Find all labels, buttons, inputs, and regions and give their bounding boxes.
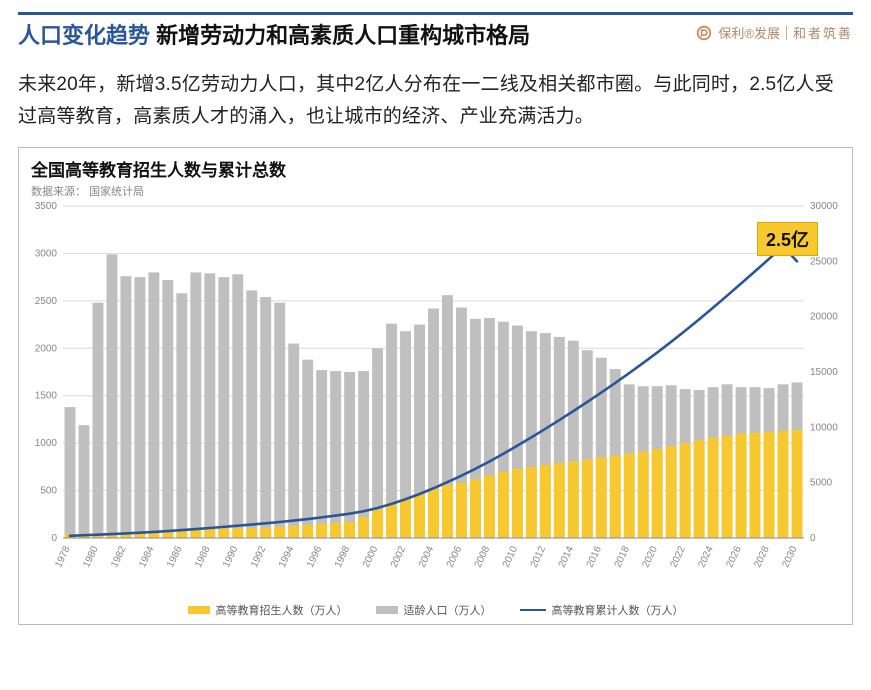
svg-text:2020: 2020	[641, 545, 661, 570]
svg-text:2012: 2012	[529, 545, 549, 570]
svg-text:25000: 25000	[810, 257, 838, 268]
svg-text:2002: 2002	[389, 545, 409, 570]
svg-text:2024: 2024	[696, 545, 716, 570]
svg-text:2030: 2030	[780, 545, 800, 570]
brand-text-2: 和者筑善	[793, 23, 853, 42]
chart-callout-text: 2.5亿	[766, 230, 809, 250]
chart-legend: 高等教育招生人数（万人） 适龄人口（万人） 高等教育累计人数（万人）	[19, 602, 852, 618]
svg-text:1984: 1984	[137, 545, 157, 570]
svg-text:2016: 2016	[585, 545, 605, 570]
title-main: 新增劳动力和高素质人口重构城市格局	[156, 23, 530, 48]
legend-swatch-enrollment	[188, 606, 210, 614]
svg-text:2006: 2006	[445, 545, 465, 570]
chart-title: 全国高等教育招生人数与累计总数	[19, 148, 852, 181]
svg-text:1996: 1996	[305, 545, 325, 570]
brand-text-1: 保利®发展	[718, 23, 780, 42]
svg-text:3500: 3500	[35, 201, 58, 212]
svg-text:2014: 2014	[557, 545, 577, 570]
svg-text:2026: 2026	[724, 545, 744, 570]
svg-text:1998: 1998	[333, 545, 353, 570]
svg-text:3000: 3000	[35, 249, 58, 260]
svg-text:1000: 1000	[35, 438, 58, 449]
chart-source-label: 数据来源：	[31, 186, 86, 198]
svg-text:2004: 2004	[417, 545, 437, 570]
svg-text:2028: 2028	[752, 545, 772, 570]
svg-text:1994: 1994	[277, 545, 297, 570]
chart-card: 全国高等教育招生人数与累计总数 数据来源： 国家统计局 0 500 1000 1500…	[18, 147, 853, 625]
svg-text:2000: 2000	[35, 344, 58, 355]
brand-block: 保利®发展 和者筑善	[696, 21, 853, 42]
title-category: 人口变化趋势	[18, 23, 150, 48]
legend-label-age: 适龄人口（万人）	[404, 602, 492, 618]
svg-text:5000: 5000	[810, 478, 833, 489]
svg-text:10000: 10000	[810, 423, 838, 434]
header-rule	[18, 12, 853, 15]
legend-label-enrollment: 高等教育招生人数（万人）	[216, 602, 348, 618]
svg-text:30000: 30000	[810, 201, 838, 212]
svg-text:1992: 1992	[249, 545, 269, 570]
svg-text:1980: 1980	[81, 545, 101, 570]
header-row: 人口变化趋势 新增劳动力和高素质人口重构城市格局 保利®发展 和者筑善	[18, 21, 853, 51]
svg-text:1990: 1990	[221, 545, 241, 570]
svg-text:2010: 2010	[501, 545, 521, 570]
brand-logo-icon	[696, 25, 712, 41]
svg-text:2008: 2008	[473, 545, 493, 570]
svg-text:20000: 20000	[810, 312, 838, 323]
brand-separator	[786, 26, 787, 40]
legend-label-cumulative: 高等教育累计人数（万人）	[552, 602, 684, 618]
page-title: 人口变化趋势 新增劳动力和高素质人口重构城市格局	[18, 21, 530, 51]
svg-text:0: 0	[51, 533, 57, 544]
svg-text:1982: 1982	[109, 545, 129, 570]
legend-swatch-age	[376, 606, 398, 614]
page: 人口变化趋势 新增劳动力和高素质人口重构城市格局 保利®发展 和者筑善 未来20…	[0, 0, 871, 690]
svg-text:1978: 1978	[53, 545, 73, 570]
svg-text:2022: 2022	[669, 545, 689, 570]
svg-text:2018: 2018	[613, 545, 633, 570]
chart-callout: 2.5亿	[757, 222, 818, 256]
legend-item-enrollment: 高等教育招生人数（万人）	[188, 602, 348, 618]
svg-text:1500: 1500	[35, 391, 58, 402]
svg-text:2000: 2000	[361, 545, 381, 570]
svg-text:1986: 1986	[165, 545, 185, 570]
svg-text:0: 0	[810, 533, 816, 544]
chart-source: 数据来源： 国家统计局	[19, 181, 852, 199]
chart-source-value: 国家统计局	[89, 186, 144, 198]
legend-line-cumulative	[520, 609, 546, 611]
chart-plot: 0 500 1000 1500 2000 2500 3000 3500 0 5000 10000 15…	[19, 198, 852, 596]
svg-text:1988: 1988	[193, 545, 213, 570]
svg-text:500: 500	[40, 486, 57, 497]
svg-text:2500: 2500	[35, 296, 58, 307]
legend-item-cumulative: 高等教育累计人数（万人）	[520, 602, 684, 618]
chart-svg: 0 500 1000 1500 2000 2500 3000 3500 0 5000 10000 15…	[19, 198, 852, 596]
svg-text:15000: 15000	[810, 367, 838, 378]
legend-item-age: 适龄人口（万人）	[376, 602, 492, 618]
intro-paragraph: 未来20年，新增3.5亿劳动力人口，其中2亿人分布在一二线及相关都市圈。与此同时…	[18, 69, 853, 134]
